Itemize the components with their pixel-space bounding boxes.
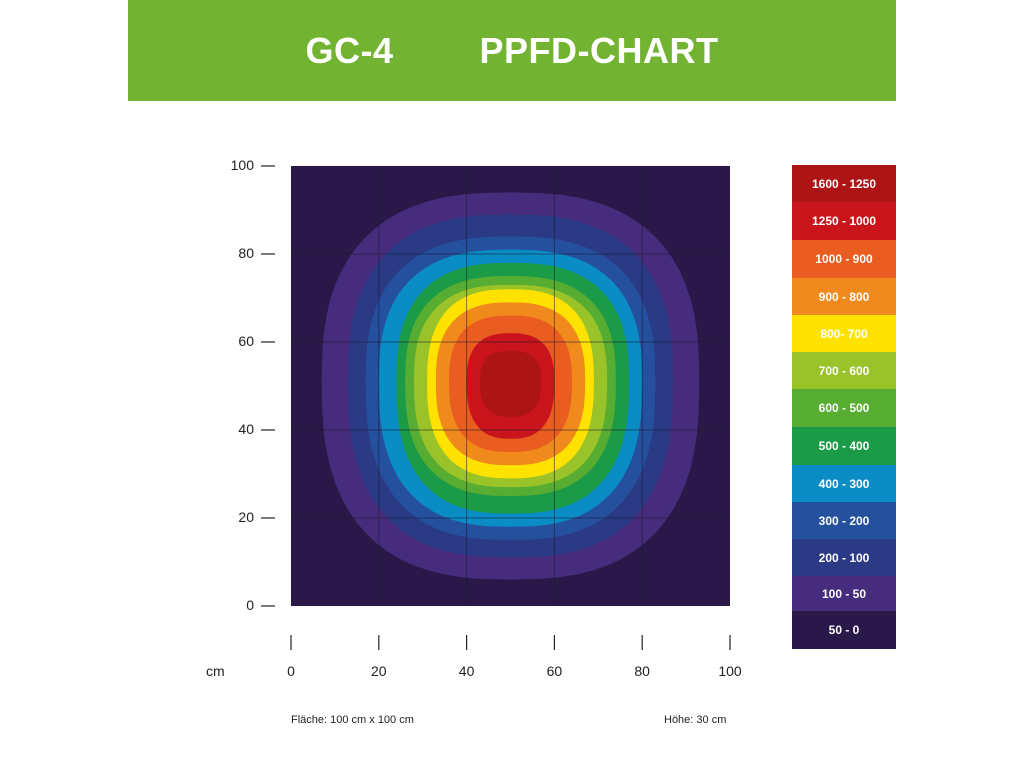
x-axis-unit-label: cm xyxy=(206,663,225,679)
legend-item: 200 - 100 xyxy=(792,539,896,576)
legend-item: 1000 - 900 xyxy=(792,240,896,278)
x-tick-label: 0 xyxy=(287,663,295,679)
legend-item-label: 700 - 600 xyxy=(818,363,870,378)
legend-item-label: 100 - 50 xyxy=(821,586,867,601)
legend-item: 700 - 600 xyxy=(792,352,896,389)
area-note: Fläche: 100 cm x 100 cm xyxy=(291,714,414,726)
legend-item: 1250 - 1000 xyxy=(792,202,896,240)
legend-item-label: 900 - 800 xyxy=(818,289,870,304)
legend-item-label: 500 - 400 xyxy=(818,439,870,453)
model-name: GC-4 xyxy=(305,29,394,71)
x-tick-label: 40 xyxy=(458,663,475,679)
legend-item: 500 - 400 xyxy=(792,427,896,465)
legend-item: 100 - 50 xyxy=(792,576,896,611)
legend-item-label: 800- 700 xyxy=(820,326,868,341)
legend-item: 900 - 800 xyxy=(792,278,896,315)
legend-item: 1600 - 1250 xyxy=(792,165,896,202)
y-tick-label: 0 xyxy=(246,597,254,613)
x-tick-label: 100 xyxy=(718,663,742,679)
height-note: Höhe: 30 cm xyxy=(664,714,727,726)
legend-item: 600 - 500 xyxy=(792,389,896,427)
legend-item-label: 50 - 0 xyxy=(828,623,860,637)
y-tick-label: 40 xyxy=(238,421,254,437)
y-tick-label: 100 xyxy=(230,157,254,173)
legend-item-label: 400 - 300 xyxy=(818,476,870,491)
legend-item-label: 1600 - 1250 xyxy=(811,176,877,191)
header-banner: GC-4 PPFD-CHART xyxy=(128,0,896,101)
x-tick-label: 80 xyxy=(634,663,650,679)
legend-item: 800- 700 xyxy=(792,315,896,352)
legend-item-label: 600 - 500 xyxy=(818,401,870,415)
contour-band-11 xyxy=(479,350,542,417)
y-tick-label: 80 xyxy=(238,245,254,261)
x-tick-label: 20 xyxy=(371,663,387,679)
legend-item: 400 - 300 xyxy=(792,465,896,502)
legend-item-label: 200 - 100 xyxy=(818,550,870,565)
legend-item-label: 1250 - 1000 xyxy=(811,214,877,228)
y-tick-label: 20 xyxy=(238,509,254,525)
legend-item-label: 1000 - 900 xyxy=(815,252,873,266)
chart-title: PPFD-CHART xyxy=(479,29,719,71)
y-tick-label: 60 xyxy=(238,333,254,349)
legend-item-label: 300 - 200 xyxy=(818,513,870,528)
legend-item: 50 - 0 xyxy=(792,611,896,649)
legend-item: 300 - 200 xyxy=(792,502,896,539)
x-tick-label: 60 xyxy=(546,663,563,679)
